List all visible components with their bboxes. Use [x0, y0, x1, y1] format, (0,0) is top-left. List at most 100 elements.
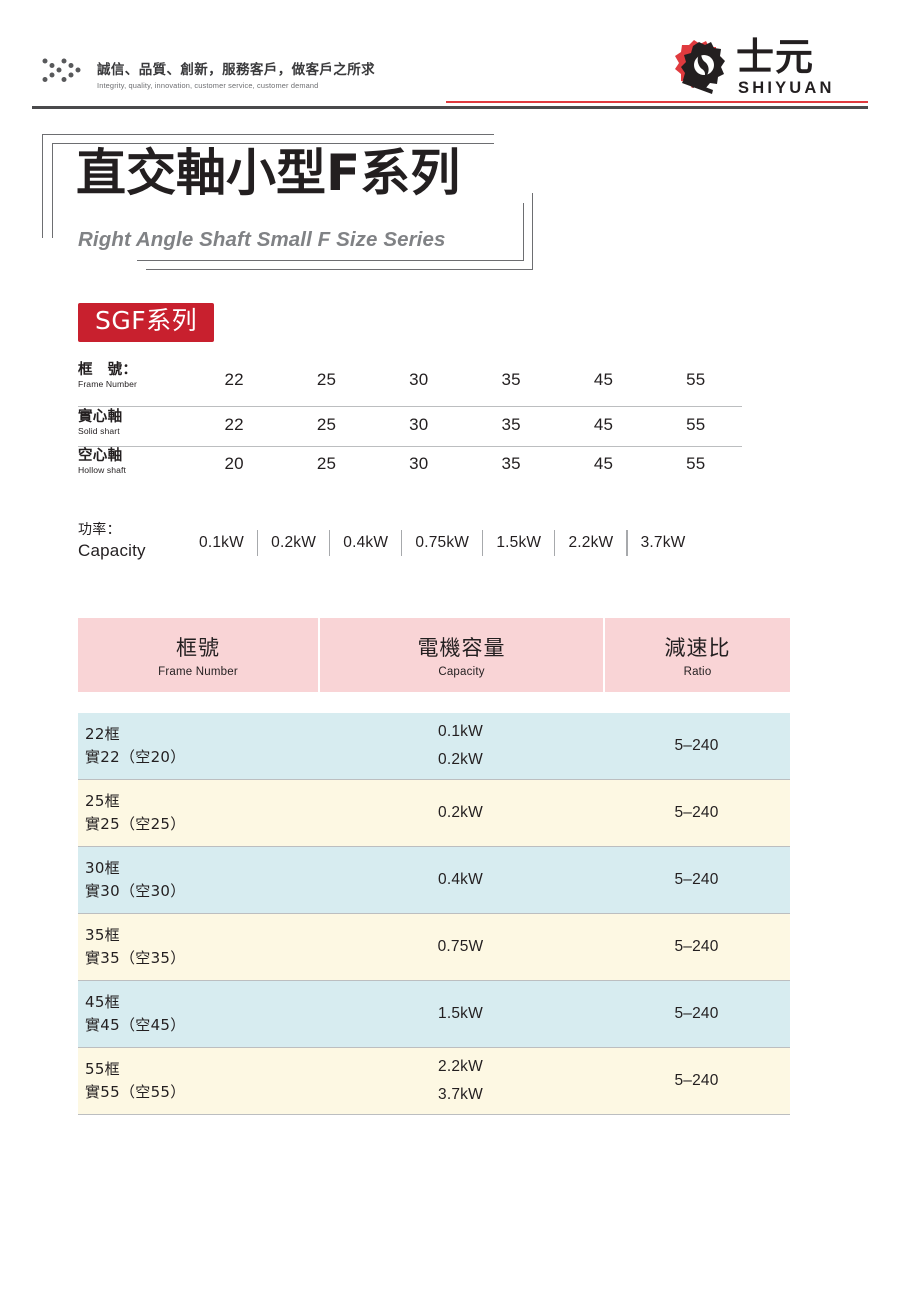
- capacity-value: 0.1kW: [199, 534, 244, 551]
- frame-number-detail: 實55（空55）: [85, 1083, 186, 1101]
- cell-frame-number: 55框 實55（空55）: [78, 1048, 318, 1114]
- capacity-divider: [626, 530, 628, 556]
- capacity-label-chinese: 功率：: [78, 522, 121, 538]
- cell-capacity: 2.2kW 3.7kW: [318, 1048, 603, 1114]
- column-header-chinese: 電機容量: [417, 636, 506, 661]
- column-header-english: Frame Number: [158, 665, 238, 678]
- capacity-label-english: Capacity: [78, 540, 146, 560]
- header-tagline: 誠信、品質、創新，服務客戶，做客戶之所求 Integrity, quality,…: [97, 62, 375, 90]
- capacity-strip-label: 功率： Capacity: [78, 522, 146, 561]
- frame-number-primary: 55框: [85, 1059, 120, 1078]
- ratio-value: 5–240: [674, 1072, 719, 1089]
- cell-frame-number: 25框 實25（空25）: [78, 780, 318, 846]
- ratio-value: 5–240: [674, 804, 719, 821]
- page-subtitle: Right Angle Shaft Small F Size Series: [78, 228, 446, 251]
- table-header-gap: [78, 692, 790, 713]
- frame-top-outer-line: [42, 134, 494, 136]
- spec-values: 22 25 30 35 45 55: [188, 415, 742, 435]
- spec-row: 框 號： Frame Number 22 25 30 35 45 55: [78, 362, 742, 406]
- capacity-entry: 0.2kW: [438, 804, 483, 822]
- company-logo: 士元 SHIYUAN: [672, 38, 842, 100]
- capacity-value: 0.75kW: [415, 534, 470, 551]
- cell-ratio: 5–240: [603, 1048, 790, 1114]
- page-header: 誠信、品質、創新，服務客戶，做客戶之所求 Integrity, quality,…: [0, 0, 900, 112]
- capacity-divider: [329, 530, 331, 556]
- table-column-header-capacity: 電機容量 Capacity: [318, 618, 603, 692]
- ratio-value: 5–240: [674, 1005, 719, 1022]
- ratio-value: 5–240: [674, 938, 719, 955]
- capacity-value: 0.2kW: [271, 534, 317, 551]
- spec-label-english: Frame Number: [78, 378, 137, 389]
- gear-logo-icon: [672, 38, 732, 96]
- column-header-chinese: 減速比: [664, 636, 731, 661]
- frame-number-primary: 25框: [85, 791, 120, 810]
- column-header-english: Ratio: [683, 665, 712, 678]
- frame-right-outer-line: [532, 193, 534, 270]
- frame-number-detail: 實22（空20）: [85, 748, 186, 766]
- cell-ratio: 5–240: [603, 713, 790, 779]
- cell-frame-number: 30框 實30（空30）: [78, 847, 318, 913]
- specification-table: 框號 Frame Number 電機容量 Capacity 減速比 Ratio …: [78, 618, 790, 1115]
- column-header-chinese: 框號: [176, 636, 220, 661]
- frame-number-detail: 實45（空45）: [85, 1016, 186, 1034]
- capacity-entry: 2.2kW: [438, 1058, 483, 1076]
- spec-label-chinese: 空心軸: [78, 448, 123, 464]
- spec-label-chinese: 框 號：: [78, 362, 138, 378]
- spec-value: 22: [224, 370, 244, 389]
- frame-top-inner-line: [52, 143, 494, 145]
- table-header-row: 框號 Frame Number 電機容量 Capacity 減速比 Ratio: [78, 618, 790, 692]
- spec-values: 22 25 30 35 45 55: [188, 370, 742, 390]
- spec-label-english: Hollow shaft: [78, 464, 127, 475]
- capacity-strip: 功率： Capacity 0.1kW 0.2kW 0.4kW 0.75kW 1.…: [78, 522, 778, 570]
- table-row: 22框 實22（空20） 0.1kW 0.2kW 5–240: [78, 713, 790, 780]
- spec-value: 25: [316, 415, 337, 434]
- spec-value: 22: [224, 415, 244, 434]
- frame-number-detail: 實35（空35）: [85, 949, 186, 967]
- capacity-entry: 0.4kW: [438, 871, 483, 889]
- cell-ratio: 5–240: [603, 914, 790, 980]
- spec-value: 25: [316, 370, 337, 389]
- header-red-rule: [446, 101, 868, 103]
- capacity-value: 1.5kW: [496, 534, 542, 551]
- logo-brand-chinese: 士元: [736, 35, 815, 79]
- spec-value: 25: [316, 454, 337, 473]
- spec-value: 45: [593, 415, 614, 434]
- frame-left-outer-line: [42, 134, 44, 238]
- spec-value: 30: [409, 370, 429, 389]
- spec-value: 30: [409, 454, 429, 473]
- cell-capacity: 0.75W: [318, 914, 603, 980]
- tagline-english: Integrity, quality, innovation, customer…: [97, 80, 319, 90]
- spec-label-english: Solid shart: [78, 425, 120, 436]
- frame-number-spec-strip: 框 號： Frame Number 22 25 30 35 45 55 實心軸 …: [78, 362, 742, 486]
- table-column-header-ratio: 減速比 Ratio: [603, 618, 790, 692]
- frame-bottom-inner-line: [137, 259, 524, 261]
- capacity-entry: 0.75W: [437, 938, 484, 956]
- spec-row-label: 空心軸 Hollow shaft: [78, 448, 182, 475]
- spec-value: 35: [501, 454, 521, 473]
- table-row: 45框 實45（空45） 1.5kW 5–240: [78, 981, 790, 1048]
- frame-number-detail: 實30（空30）: [85, 882, 186, 900]
- spec-values: 20 25 30 35 45 55: [188, 454, 742, 474]
- cell-ratio: 5–240: [603, 981, 790, 1047]
- spec-row: 實心軸 Solid shart 22 25 30 35 45 55: [78, 406, 742, 446]
- cell-capacity: 1.5kW: [318, 981, 603, 1047]
- cell-capacity: 0.1kW 0.2kW: [318, 713, 603, 779]
- series-badge-label: SGF系列: [95, 306, 198, 335]
- frame-bottom-outer-line: [146, 268, 533, 270]
- logo-brand-english: SHIYUAN: [738, 79, 835, 97]
- spec-value: 55: [686, 415, 706, 434]
- capacity-value: 3.7kW: [640, 534, 686, 551]
- table-row: 35框 實35（空35） 0.75W 5–240: [78, 914, 790, 981]
- spec-value: 20: [224, 454, 244, 473]
- spec-value: 35: [501, 415, 521, 434]
- capacity-values: 0.1kW 0.2kW 0.4kW 0.75kW 1.5kW 2.2kW 3.7…: [186, 530, 699, 556]
- table-row: 30框 實30（空30） 0.4kW 5–240: [78, 847, 790, 914]
- table-column-header-frame-number: 框號 Frame Number: [78, 618, 318, 692]
- capacity-divider: [554, 530, 556, 556]
- series-badge: SGF系列: [78, 303, 215, 342]
- frame-number-primary: 22框: [85, 724, 120, 743]
- spec-value: 55: [686, 454, 706, 473]
- cell-capacity: 0.2kW: [318, 780, 603, 846]
- frame-right-inner-line: [523, 203, 525, 261]
